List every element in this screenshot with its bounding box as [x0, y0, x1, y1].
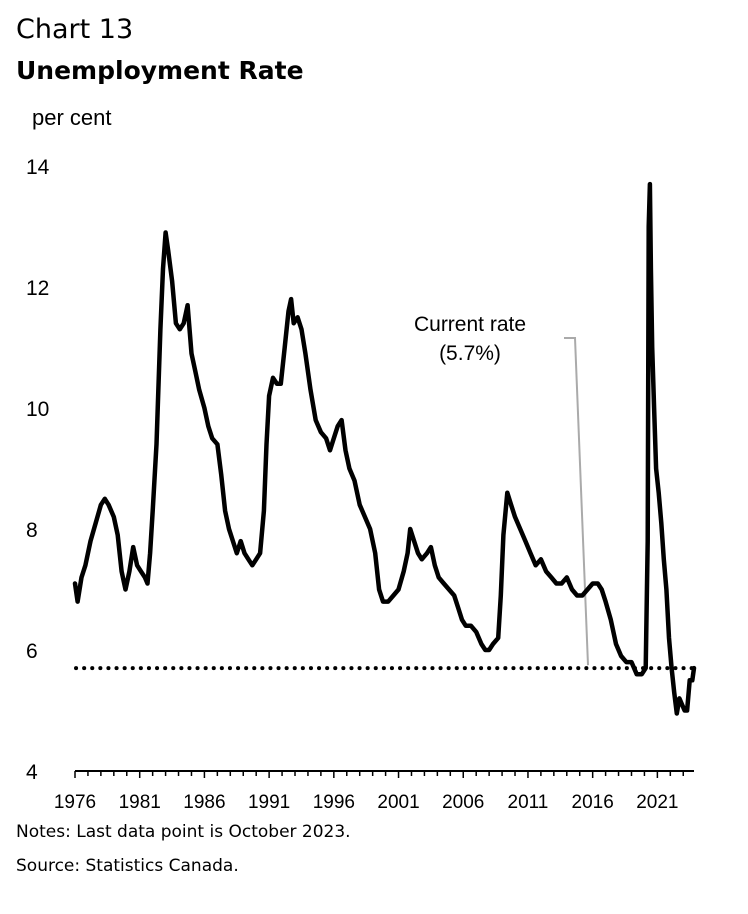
y-tick-label-4: 4: [26, 761, 38, 784]
x-tick-label-2021: 2021: [636, 792, 678, 813]
chart-number: Chart 13: [16, 14, 134, 45]
y-tick-label-8: 8: [26, 519, 38, 542]
x-tick-labels: 1976 1981 1986 1991 1996 2001 2006 2011 2016 2021: [54, 792, 679, 813]
x-tick-label-1986: 1986: [183, 792, 225, 813]
notes-text: Notes: Last data point is October 2023.: [16, 822, 351, 842]
chart-title: Unemployment Rate: [16, 56, 304, 85]
y-tick-label-14: 14: [26, 156, 50, 179]
x-tick-label-1991: 1991: [248, 792, 290, 813]
annotation-current-rate-value: (5.7%): [439, 342, 501, 365]
x-tick-marks: [74, 771, 685, 778]
y-tick-labels: 4 6 8 10 12 14: [26, 156, 50, 784]
unemployment-rate-line: [72, 181, 697, 716]
x-tick-label-1996: 1996: [313, 792, 355, 813]
y-tick-label-6: 6: [26, 640, 38, 663]
annotation-current-rate-label: Current rate: [414, 313, 526, 336]
y-tick-label-12: 12: [26, 277, 49, 300]
y-axis-label: per cent: [32, 105, 112, 130]
source-text: Source: Statistics Canada.: [16, 856, 239, 876]
x-tick-label-2016: 2016: [572, 792, 614, 813]
x-tick-label-2011: 2011: [508, 792, 549, 813]
x-tick-label-2006: 2006: [442, 792, 484, 813]
x-tick-label-2001: 2001: [377, 792, 419, 813]
x-tick-label-1976: 1976: [54, 792, 96, 813]
x-tick-label-1981: 1981: [119, 792, 161, 813]
annotation-leader-line: [564, 337, 589, 666]
y-tick-label-10: 10: [26, 398, 49, 421]
